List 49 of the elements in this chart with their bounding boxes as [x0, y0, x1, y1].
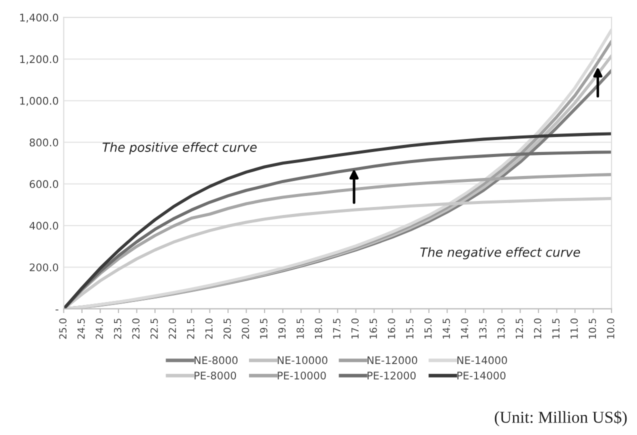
- x-tick-label: 13.5: [479, 318, 487, 338]
- y-tick-label: 1,400.0: [20, 14, 58, 23]
- x-tick-label: 23.5: [114, 318, 122, 339]
- legend-label: PE-10000: [278, 372, 326, 380]
- y-tick-label: 1,000.0: [20, 96, 58, 106]
- x-tick-label: 24.5: [77, 318, 85, 339]
- y-tick-label: 600.0: [30, 180, 58, 188]
- x-tick-label: 17.0: [351, 318, 359, 338]
- legend-label: NE-12000: [368, 356, 418, 364]
- x-tick-label: 13.0: [497, 318, 505, 338]
- x-tick-label: 20.0: [242, 318, 250, 339]
- x-tick-label: 24.0: [96, 318, 104, 339]
- legend-label: PE-12000: [368, 372, 416, 380]
- text: (Unit: Million US$): [494, 410, 627, 426]
- x-tick-label: 21.0: [205, 318, 213, 339]
- x-tick-label: 19.0: [278, 318, 286, 338]
- legend-label: PE-14000: [457, 372, 506, 380]
- legend-label: NE-14000: [457, 356, 507, 364]
- annotation: The negative effect curve: [420, 247, 580, 260]
- x-tick-label: 10.0: [606, 318, 614, 338]
- x-tick-label: 18.5: [296, 318, 304, 338]
- x-tick-label: 22.0: [168, 318, 176, 339]
- x-tick-label: 16.5: [370, 318, 377, 338]
- legend-label: NE-8000: [194, 356, 238, 364]
- legend-label: NE-10000: [278, 356, 328, 364]
- x-tick-label: 12.0: [534, 318, 542, 338]
- y-tick-label: 200.0: [30, 263, 58, 272]
- x-tick-label: 14.5: [442, 318, 450, 338]
- x-tick-label: 11.0: [570, 318, 578, 338]
- x-tick-label: 20.5: [224, 318, 231, 339]
- x-tick-label: 15.5: [406, 318, 414, 338]
- x-tick-label: 11.5: [552, 318, 560, 338]
- x-tick-label: 22.5: [150, 318, 158, 339]
- x-tick-label: 10.5: [588, 318, 596, 338]
- x-tick-label: 15.0: [424, 318, 432, 338]
- x-tick-label: 17.5: [333, 318, 340, 338]
- y-tick-label: 800.0: [30, 138, 58, 146]
- x-tick-label: 18.0: [314, 318, 322, 338]
- x-tick-label: 14.0: [460, 318, 468, 338]
- x-tick-label: 23.0: [132, 318, 140, 339]
- x-tick-label: 25.0: [59, 318, 67, 339]
- legend-label: PE-8000: [194, 372, 236, 380]
- y-tick-label: 1,200.0: [20, 55, 58, 64]
- annotation: The positive effect curve: [102, 142, 257, 154]
- x-tick-label: 16.0: [388, 318, 396, 338]
- x-tick-label: 21.5: [186, 318, 194, 339]
- y-tick-label: 400.0: [30, 222, 58, 230]
- x-tick-label: 12.5: [516, 318, 524, 338]
- x-tick-label: 19.5: [260, 318, 268, 338]
